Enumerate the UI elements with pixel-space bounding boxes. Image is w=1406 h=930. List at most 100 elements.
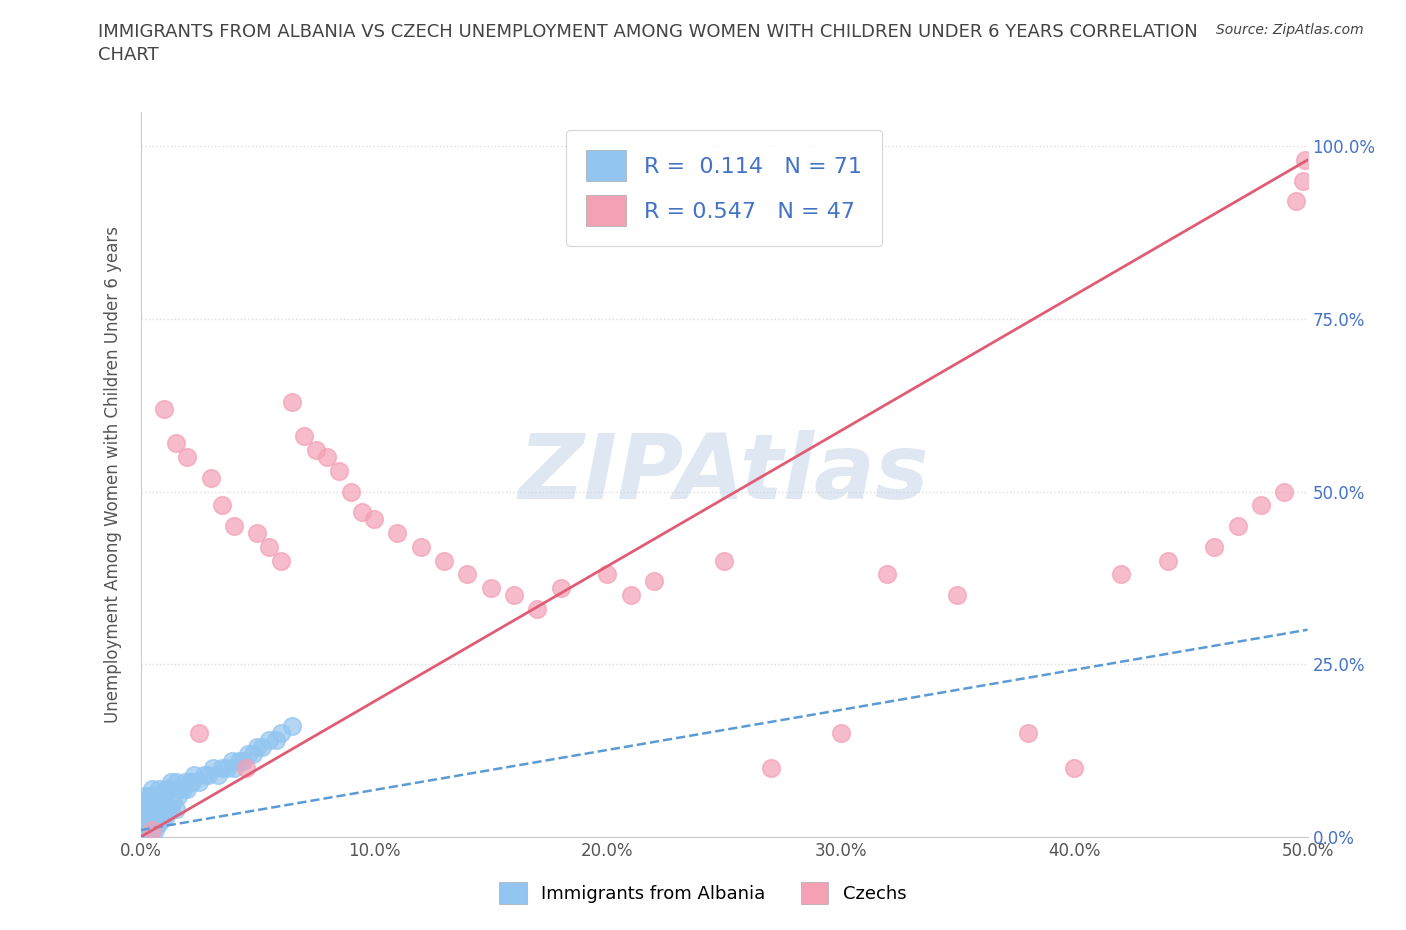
Point [222,519,245,534]
Point [643,574,665,589]
Point [132,823,155,838]
Point [352,505,374,520]
Point [456,567,478,582]
Legend: R =  0.114   N = 71, R = 0.547   N = 47: R = 0.114 N = 71, R = 0.547 N = 47 [567,130,882,246]
Point [596,567,619,582]
Point [215,761,238,776]
Point [236,747,259,762]
Point [1285,194,1308,209]
Point [1063,761,1085,776]
Point [246,739,269,754]
Point [830,726,852,741]
Point [153,401,176,416]
Point [316,449,339,464]
Point [1156,553,1178,568]
Point [157,781,180,796]
Point [387,525,409,540]
Point [246,525,269,540]
Point [713,553,735,568]
Point [620,588,643,603]
Point [150,809,173,824]
Point [188,726,211,741]
Point [146,816,169,830]
Point [139,788,162,803]
Point [167,788,190,803]
Point [141,781,163,796]
Point [134,795,156,810]
Point [228,753,250,768]
Point [165,775,187,790]
Point [232,753,254,768]
Point [1294,153,1316,167]
Point [155,809,177,824]
Point [136,816,159,830]
Point [363,512,385,526]
Point [134,788,156,803]
Text: ZIPAtlas: ZIPAtlas [519,431,929,518]
Point [146,788,169,803]
Point [1204,539,1226,554]
Point [242,747,264,762]
Point [160,775,183,790]
Text: CHART: CHART [98,46,159,64]
Point [183,767,205,782]
Point [270,726,292,741]
Point [165,436,187,451]
Point [141,823,163,838]
Text: Source: ZipAtlas.com: Source: ZipAtlas.com [1216,23,1364,37]
Point [211,498,233,512]
Point [479,581,502,596]
Point [292,429,315,444]
Point [162,795,184,810]
Point [179,775,201,790]
Point [250,739,273,754]
Point [222,761,245,776]
Point [200,471,222,485]
Text: IMMIGRANTS FROM ALBANIA VS CZECH UNEMPLOYMENT AMONG WOMEN WITH CHILDREN UNDER 6 : IMMIGRANTS FROM ALBANIA VS CZECH UNEMPLO… [98,23,1198,41]
Point [235,761,257,776]
Point [143,823,166,838]
Point [136,809,159,824]
Point [157,802,180,817]
Point [139,816,162,830]
Point [136,802,159,817]
Point [174,775,197,790]
Point [409,539,432,554]
Point [148,816,170,830]
Point [264,733,287,748]
Point [207,767,229,782]
Point [188,775,211,790]
Point [876,567,898,582]
Point [134,816,156,830]
Point [201,761,224,776]
Point [526,602,548,617]
Point [143,809,166,824]
Point [221,753,243,768]
Point [339,485,361,499]
Point [550,581,572,596]
Point [257,733,280,748]
Y-axis label: Unemployment Among Women with Children Under 6 years: Unemployment Among Women with Children U… [104,226,122,723]
Point [132,809,155,824]
Point [148,781,170,796]
Point [1272,485,1295,499]
Legend: Immigrants from Albania, Czechs: Immigrants from Albania, Czechs [492,875,914,911]
Point [1292,173,1315,188]
Point [281,394,304,409]
Point [141,802,163,817]
Point [281,719,304,734]
Point [433,553,456,568]
Point [1109,567,1132,582]
Point [139,823,162,838]
Point [160,802,183,817]
Point [146,802,169,817]
Point [132,816,155,830]
Point [169,781,191,796]
Point [134,809,156,824]
Point [148,802,170,817]
Point [153,809,176,824]
Point [150,795,173,810]
Point [181,775,204,790]
Point [305,443,328,458]
Point [503,588,526,603]
